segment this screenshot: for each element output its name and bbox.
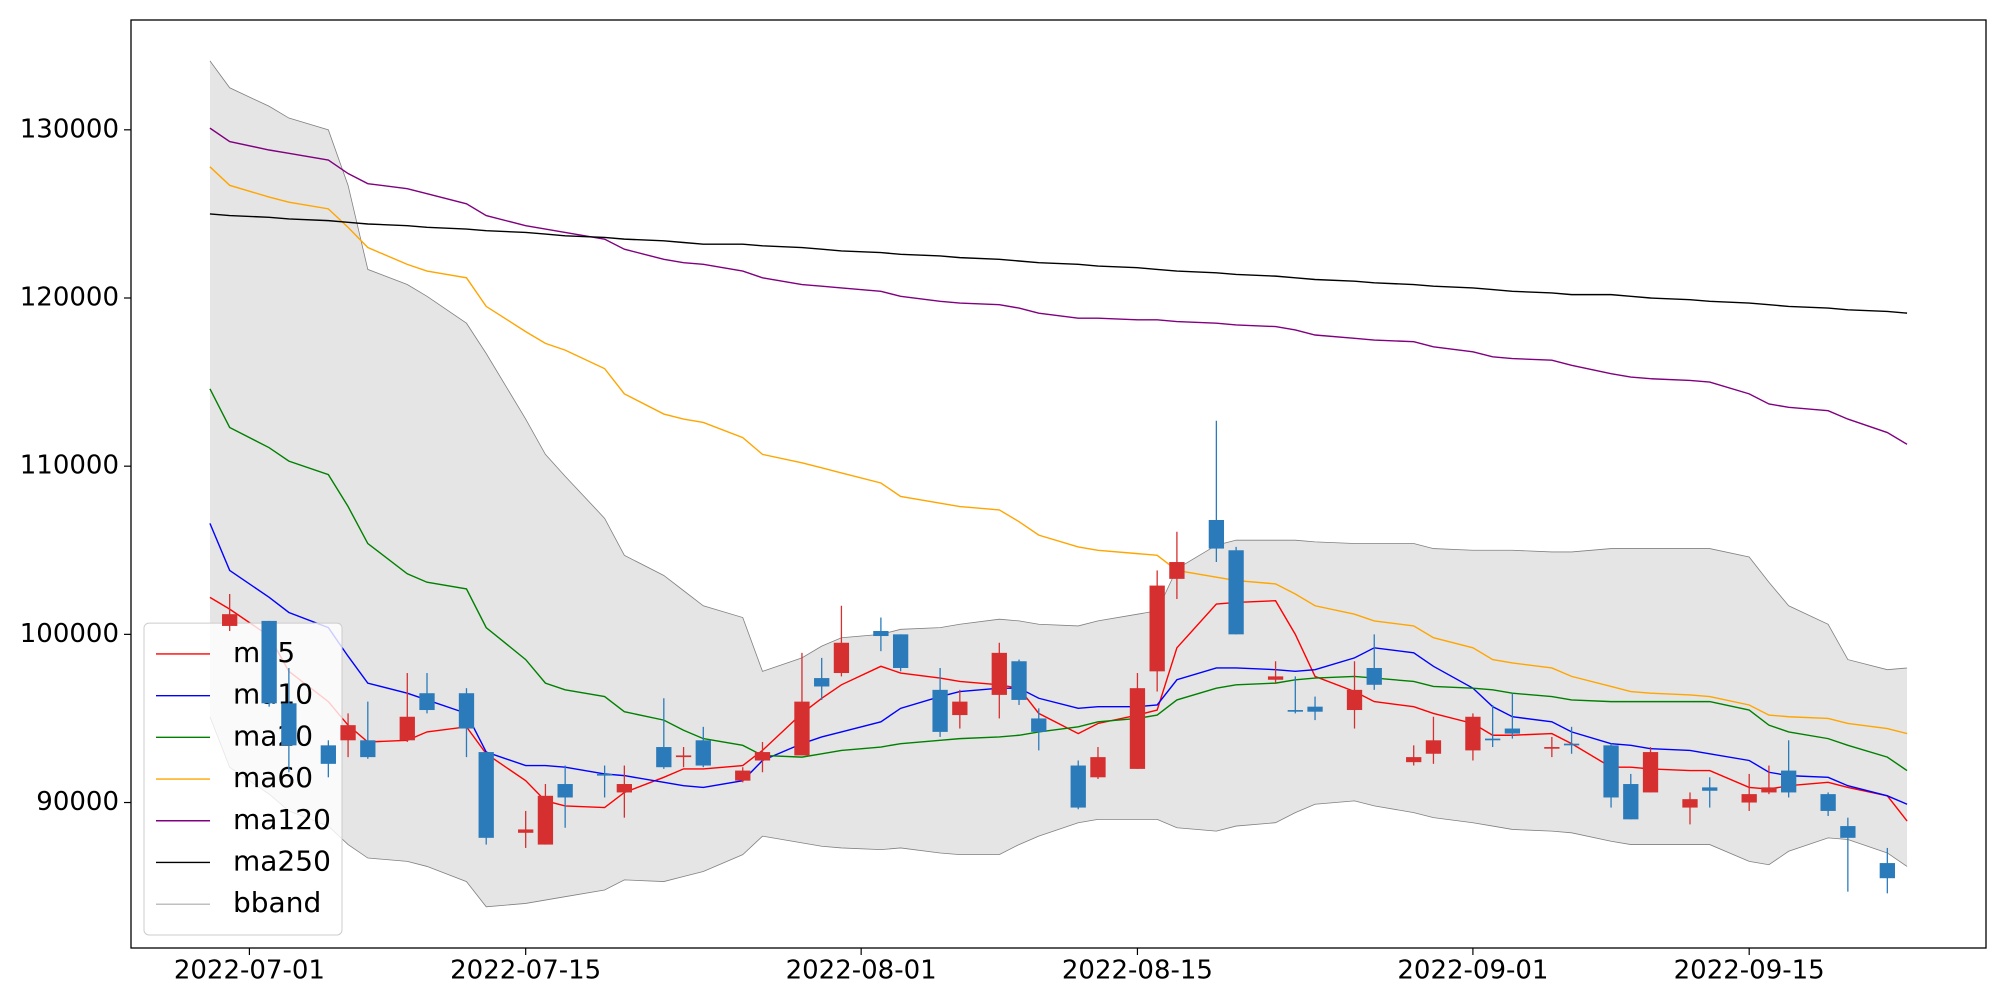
candle-body — [1031, 718, 1047, 732]
candle-body — [222, 614, 238, 626]
legend-label: ma120 — [233, 803, 331, 836]
candle-body — [557, 784, 573, 798]
candle-body — [537, 795, 554, 845]
candle-body — [1425, 740, 1442, 754]
candle-body — [419, 693, 435, 711]
candle-body — [754, 752, 771, 761]
x-tick-label: 2022-08-01 — [786, 956, 937, 986]
ma-line — [209, 127, 1908, 445]
bband-upper — [209, 60, 1908, 672]
candle-body — [1129, 688, 1146, 769]
candle-body — [1169, 562, 1185, 579]
candle-body — [320, 745, 336, 764]
x-tick-label: 2022-07-15 — [450, 956, 601, 986]
candle-body — [873, 630, 889, 637]
candle-body — [814, 678, 830, 687]
candle-body — [1682, 799, 1698, 808]
candle-body — [656, 747, 672, 768]
candle-body — [1011, 661, 1027, 700]
candle-body — [1702, 787, 1718, 791]
candle-body — [1366, 667, 1382, 685]
candle-body — [1287, 710, 1303, 712]
ma-line — [209, 166, 1908, 735]
candle-body — [1781, 770, 1797, 793]
candle-body — [1563, 743, 1580, 746]
legend: ma5ma10ma20ma60ma120ma250bband — [143, 622, 343, 936]
candle-body — [1544, 747, 1560, 749]
ma-line — [209, 213, 1908, 314]
candle-body — [1228, 550, 1244, 635]
candle-body — [892, 634, 909, 668]
bband-lower — [209, 716, 1908, 908]
candle-body — [1267, 676, 1284, 680]
candle-body — [1504, 728, 1521, 734]
candle-body — [1761, 787, 1777, 793]
x-tick-label: 2022-09-01 — [1397, 956, 1548, 986]
candle-body — [458, 693, 475, 729]
candle-body — [735, 770, 751, 781]
candle-body — [596, 773, 613, 776]
candle-body — [1307, 706, 1323, 712]
candle-body — [1149, 585, 1165, 672]
candle-body — [695, 740, 711, 766]
ma-line — [209, 388, 1908, 772]
legend-label: ma60 — [233, 761, 313, 794]
candle-body — [478, 752, 494, 838]
bband-area — [209, 60, 1908, 907]
candle-body — [1465, 716, 1481, 751]
candle-body — [1623, 784, 1639, 820]
candle-body — [1840, 826, 1856, 838]
y-tick-label: 130000 — [20, 114, 119, 144]
legend-label: ma250 — [233, 844, 331, 877]
legend-box — [143, 622, 343, 936]
y-tick-label: 110000 — [20, 451, 119, 481]
candle-body — [932, 689, 948, 732]
candle-body — [1070, 765, 1086, 808]
y-tick-label: 120000 — [20, 282, 119, 312]
candle-body — [1820, 794, 1836, 811]
candle-body — [1346, 689, 1363, 711]
candle-body — [399, 716, 415, 741]
candle-body — [518, 829, 534, 833]
legend-label: bband — [233, 886, 321, 919]
candle-body — [1090, 757, 1106, 778]
x-tick-label: 2022-08-15 — [1062, 956, 1213, 986]
x-tick-label: 2022-07-01 — [174, 956, 325, 986]
plot-frame — [130, 19, 1987, 949]
candle-body — [616, 784, 633, 793]
x-tick-label: 2022-09-15 — [1674, 956, 1825, 986]
candle-body — [794, 701, 810, 756]
candle-body — [281, 703, 297, 746]
candle-body — [1879, 863, 1895, 879]
candle-body — [1741, 794, 1757, 803]
y-tick-label: 90000 — [36, 787, 119, 817]
candle-body — [261, 620, 277, 704]
candle-body — [360, 740, 376, 758]
candle-body — [1603, 745, 1619, 798]
candle-body — [675, 755, 692, 758]
candle-body — [952, 701, 968, 716]
candle-body — [991, 652, 1007, 695]
candle-body — [1406, 757, 1422, 763]
candle-body — [1642, 752, 1659, 793]
candle-body — [833, 642, 850, 674]
candle-body — [1484, 738, 1501, 741]
candle-body — [340, 725, 356, 741]
legend-label: ma20 — [233, 719, 313, 752]
y-tick-label: 100000 — [20, 619, 119, 649]
candle-body — [1208, 519, 1225, 549]
